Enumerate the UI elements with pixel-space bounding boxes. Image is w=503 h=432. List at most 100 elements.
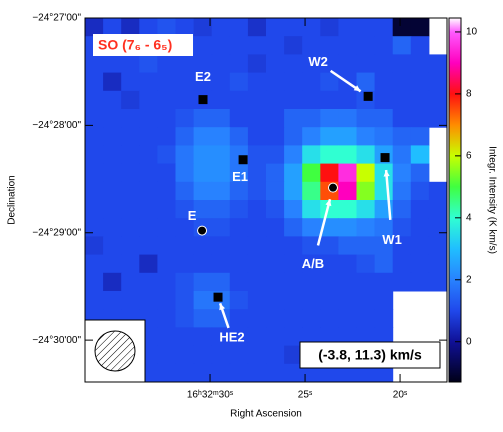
cell [229, 291, 249, 310]
cell [392, 72, 412, 92]
cell [175, 18, 195, 37]
cell [157, 109, 176, 128]
cell [410, 163, 430, 183]
cell [266, 200, 285, 219]
cell [211, 218, 231, 237]
source-label: E1 [232, 169, 248, 184]
cell [157, 54, 176, 74]
cell [266, 363, 285, 383]
y-tick-label: −24°28'00" [32, 120, 81, 131]
cell [338, 309, 357, 328]
cell [157, 181, 176, 201]
cell [139, 218, 158, 237]
cell [302, 90, 321, 110]
cell [229, 363, 249, 383]
cell [428, 218, 448, 237]
cell [121, 291, 140, 310]
cell [211, 200, 231, 219]
cell [338, 145, 357, 165]
cell [121, 236, 140, 256]
cell [302, 127, 321, 146]
cell [284, 54, 303, 74]
cell [121, 272, 140, 292]
cell [338, 181, 357, 201]
cell [247, 127, 267, 146]
arrow-head [325, 199, 332, 207]
cell [302, 200, 321, 219]
source-label: W2 [308, 54, 328, 69]
cell [157, 218, 176, 237]
arrow-head [383, 170, 390, 177]
cell [338, 291, 357, 310]
cell [175, 109, 195, 128]
colorbar-tick-label: 10 [466, 27, 478, 38]
cell [320, 163, 339, 183]
cell [139, 127, 158, 146]
cell [392, 218, 412, 237]
cell [121, 145, 140, 165]
cell [320, 309, 339, 328]
cell [266, 36, 285, 55]
cell [374, 254, 394, 274]
cell [85, 54, 104, 74]
cell [266, 90, 285, 110]
cell [428, 109, 448, 128]
cell [85, 272, 104, 292]
cell [356, 163, 376, 183]
source-marker [363, 91, 373, 101]
cell [175, 200, 195, 219]
cell [175, 181, 195, 201]
cell [302, 291, 321, 310]
cell [266, 109, 285, 128]
arrow [316, 198, 332, 246]
cell [266, 145, 285, 165]
cell [410, 90, 430, 110]
cell [374, 109, 394, 128]
cell [266, 18, 285, 37]
cell [410, 72, 430, 92]
cell [356, 200, 376, 219]
cell [392, 18, 412, 37]
cell [266, 291, 285, 310]
cell [338, 54, 357, 74]
cell [284, 327, 303, 347]
cell [103, 90, 122, 110]
cell [139, 163, 158, 183]
colorbar-label: Integr. Intensity (K km/s) [486, 146, 497, 254]
cell [211, 18, 231, 37]
source-marker [238, 155, 248, 165]
cell [103, 291, 122, 310]
cell [374, 72, 394, 92]
cell [121, 200, 140, 219]
cell [139, 145, 158, 165]
cell [211, 145, 231, 165]
cell [247, 18, 267, 37]
cell [247, 109, 267, 128]
cell [410, 36, 430, 55]
cell [193, 36, 213, 55]
cell [338, 18, 357, 37]
cell [247, 291, 267, 310]
cell [284, 90, 303, 110]
x-tick-label: 25ˢ [298, 390, 313, 401]
cell [193, 127, 213, 146]
cell [320, 291, 339, 310]
cell [121, 72, 140, 92]
cell [229, 218, 249, 237]
cell [266, 272, 285, 292]
cell [229, 90, 249, 110]
cell [211, 90, 231, 110]
cell [157, 345, 176, 365]
cell [428, 272, 448, 292]
colorbar-tick-label: 2 [466, 274, 472, 285]
source-marker [380, 153, 390, 163]
cell [320, 236, 339, 256]
cell [266, 163, 285, 183]
cell [410, 109, 430, 128]
cell [410, 54, 430, 74]
cell [175, 127, 195, 146]
cell [121, 127, 140, 146]
cell [302, 36, 321, 55]
cell [284, 345, 303, 365]
cell [247, 345, 267, 365]
